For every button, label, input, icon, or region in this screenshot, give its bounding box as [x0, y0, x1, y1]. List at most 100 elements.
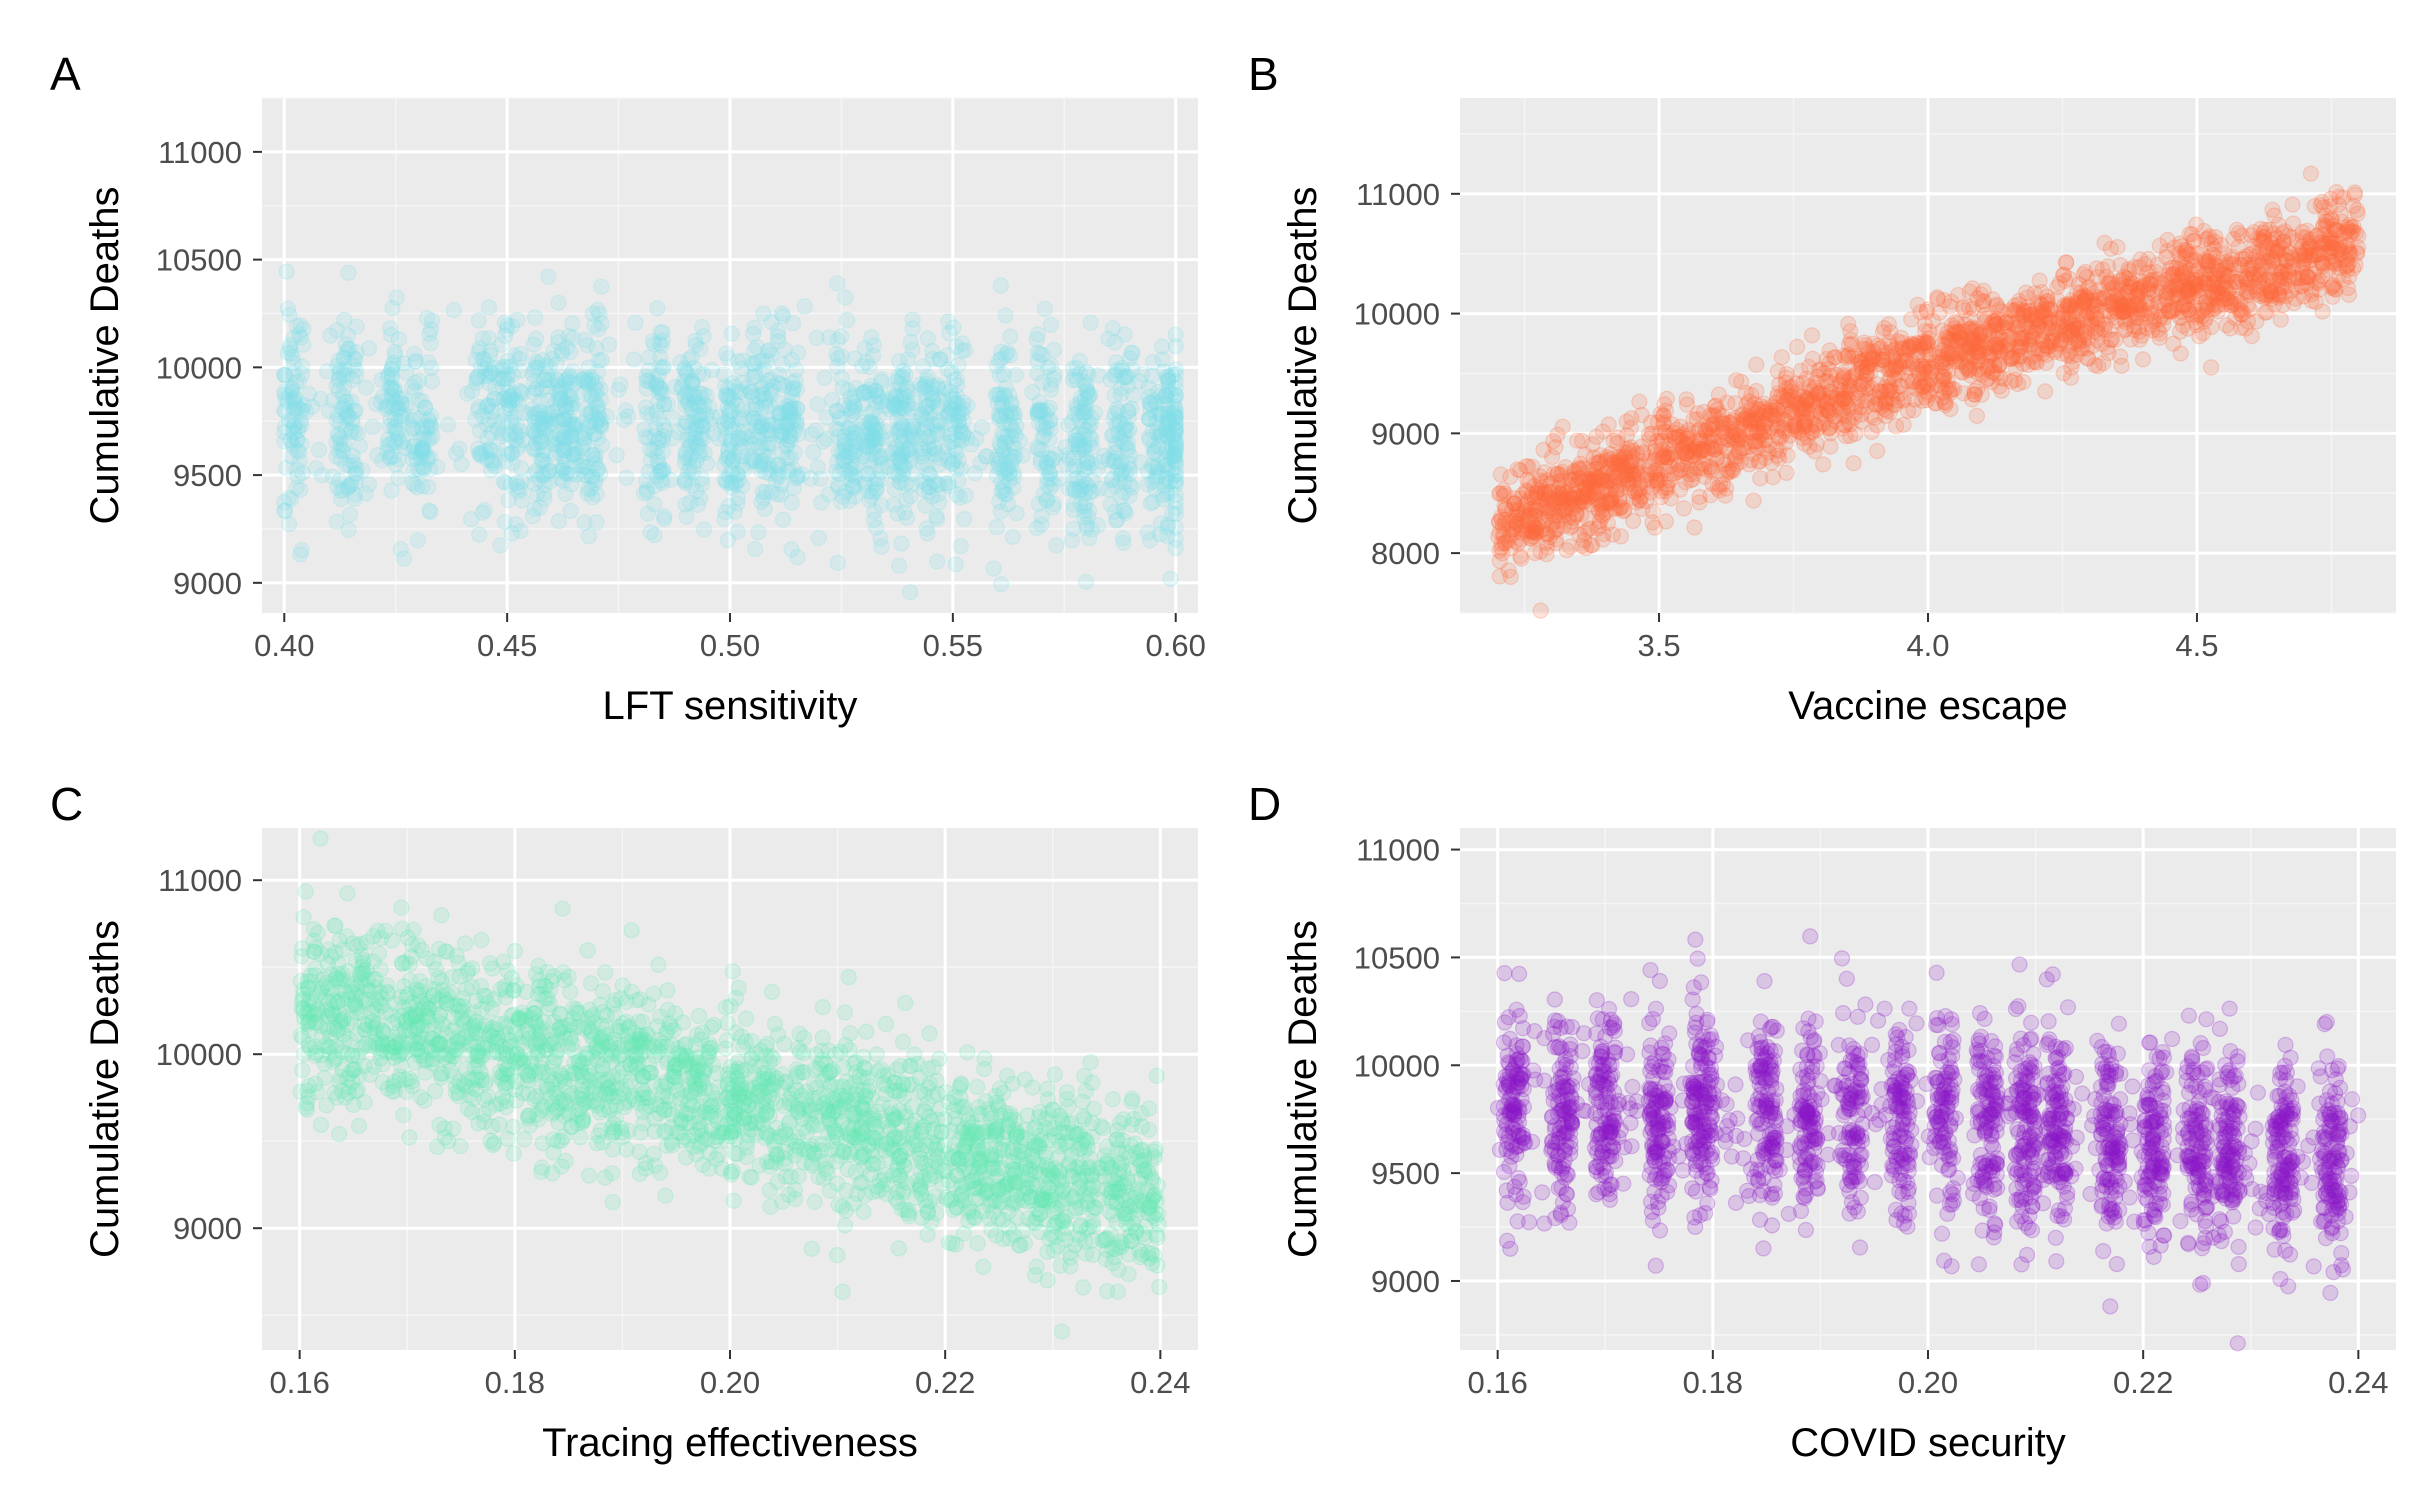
data-point	[469, 369, 486, 386]
data-point	[695, 396, 712, 413]
data-point	[836, 428, 853, 445]
data-point	[1841, 400, 1858, 417]
data-point	[335, 397, 353, 414]
data-point	[1982, 348, 1999, 365]
data-point	[695, 328, 712, 345]
data-point	[1040, 449, 1057, 466]
x-axis-title: Vaccine escape	[1788, 684, 2067, 728]
x-tick-label: 3.5	[1637, 628, 1680, 663]
data-point	[347, 402, 364, 419]
data-point	[1034, 346, 1051, 363]
data-point	[642, 406, 660, 423]
data-point	[720, 390, 737, 407]
data-point	[542, 415, 559, 432]
panel-tag: B	[1248, 48, 1279, 100]
y-tick-label: 11000	[1356, 177, 1440, 212]
data-point	[2208, 280, 2225, 297]
data-point	[2200, 256, 2217, 273]
data-point	[1752, 470, 1769, 487]
data-point	[954, 342, 971, 359]
data-point	[950, 452, 967, 469]
data-point	[497, 474, 514, 491]
data-point	[429, 458, 446, 476]
data-point	[1718, 461, 1736, 478]
data-point	[2165, 335, 2182, 352]
data-point	[945, 390, 962, 407]
data-point	[383, 482, 400, 499]
data-point	[281, 306, 298, 323]
data-point	[1576, 532, 1593, 549]
data-point	[286, 392, 303, 409]
data-point	[886, 481, 903, 498]
data-point	[1067, 406, 1084, 423]
data-point	[1041, 464, 1058, 482]
data-point	[918, 520, 935, 537]
data-point	[688, 483, 705, 500]
data-point	[839, 312, 856, 329]
data-point	[1950, 286, 1967, 304]
data-point	[945, 319, 962, 336]
data-point	[684, 374, 701, 391]
data-point	[404, 379, 421, 396]
data-point	[464, 382, 481, 400]
data-point	[947, 556, 964, 573]
data-point	[759, 343, 776, 360]
data-point	[1935, 368, 1953, 385]
data-point	[2215, 296, 2233, 313]
data-point	[744, 355, 761, 372]
data-point	[562, 344, 579, 361]
data-point	[746, 342, 763, 359]
data-point	[564, 315, 581, 332]
data-point	[949, 395, 967, 413]
data-point	[996, 388, 1013, 406]
data-point	[1702, 487, 1719, 504]
data-point	[1159, 396, 1176, 414]
data-point	[654, 474, 671, 491]
data-point	[677, 413, 694, 430]
data-point	[745, 325, 762, 342]
data-point	[433, 907, 450, 924]
data-point	[1893, 349, 1910, 366]
data-point	[279, 300, 297, 317]
data-point	[1090, 367, 1107, 384]
data-point	[483, 424, 500, 441]
data-point	[2233, 227, 2250, 244]
data-point	[1733, 373, 1750, 390]
data-point	[664, 409, 682, 426]
data-point	[746, 355, 763, 372]
data-point	[556, 442, 573, 459]
data-point	[1749, 424, 1766, 441]
data-point	[584, 447, 601, 464]
data-point	[899, 509, 916, 527]
data-point	[928, 553, 946, 570]
data-point	[2102, 296, 2120, 313]
data-point	[526, 409, 543, 426]
data-point	[2201, 228, 2218, 245]
data-point	[893, 443, 910, 460]
data-point	[654, 359, 671, 377]
data-point	[480, 299, 498, 316]
data-point	[557, 465, 574, 482]
data-point	[886, 464, 903, 481]
data-point	[863, 488, 880, 505]
data-point	[1115, 501, 1132, 519]
data-point	[1115, 534, 1132, 551]
data-point	[723, 479, 741, 496]
data-point	[593, 278, 610, 295]
data-point	[550, 329, 567, 346]
data-point	[503, 444, 520, 461]
data-point	[524, 508, 541, 525]
data-point	[1042, 316, 1060, 333]
data-point	[755, 386, 772, 403]
data-point	[1034, 418, 1052, 435]
data-point	[796, 298, 813, 315]
data-point	[752, 457, 769, 474]
data-point	[2093, 320, 2110, 337]
data-point	[501, 397, 518, 414]
data-point	[580, 528, 597, 545]
y-axis-title: Cumulative Deaths	[83, 187, 127, 525]
data-point	[324, 468, 341, 485]
data-point	[288, 479, 305, 496]
data-point	[855, 448, 872, 465]
data-point	[1895, 416, 1912, 433]
